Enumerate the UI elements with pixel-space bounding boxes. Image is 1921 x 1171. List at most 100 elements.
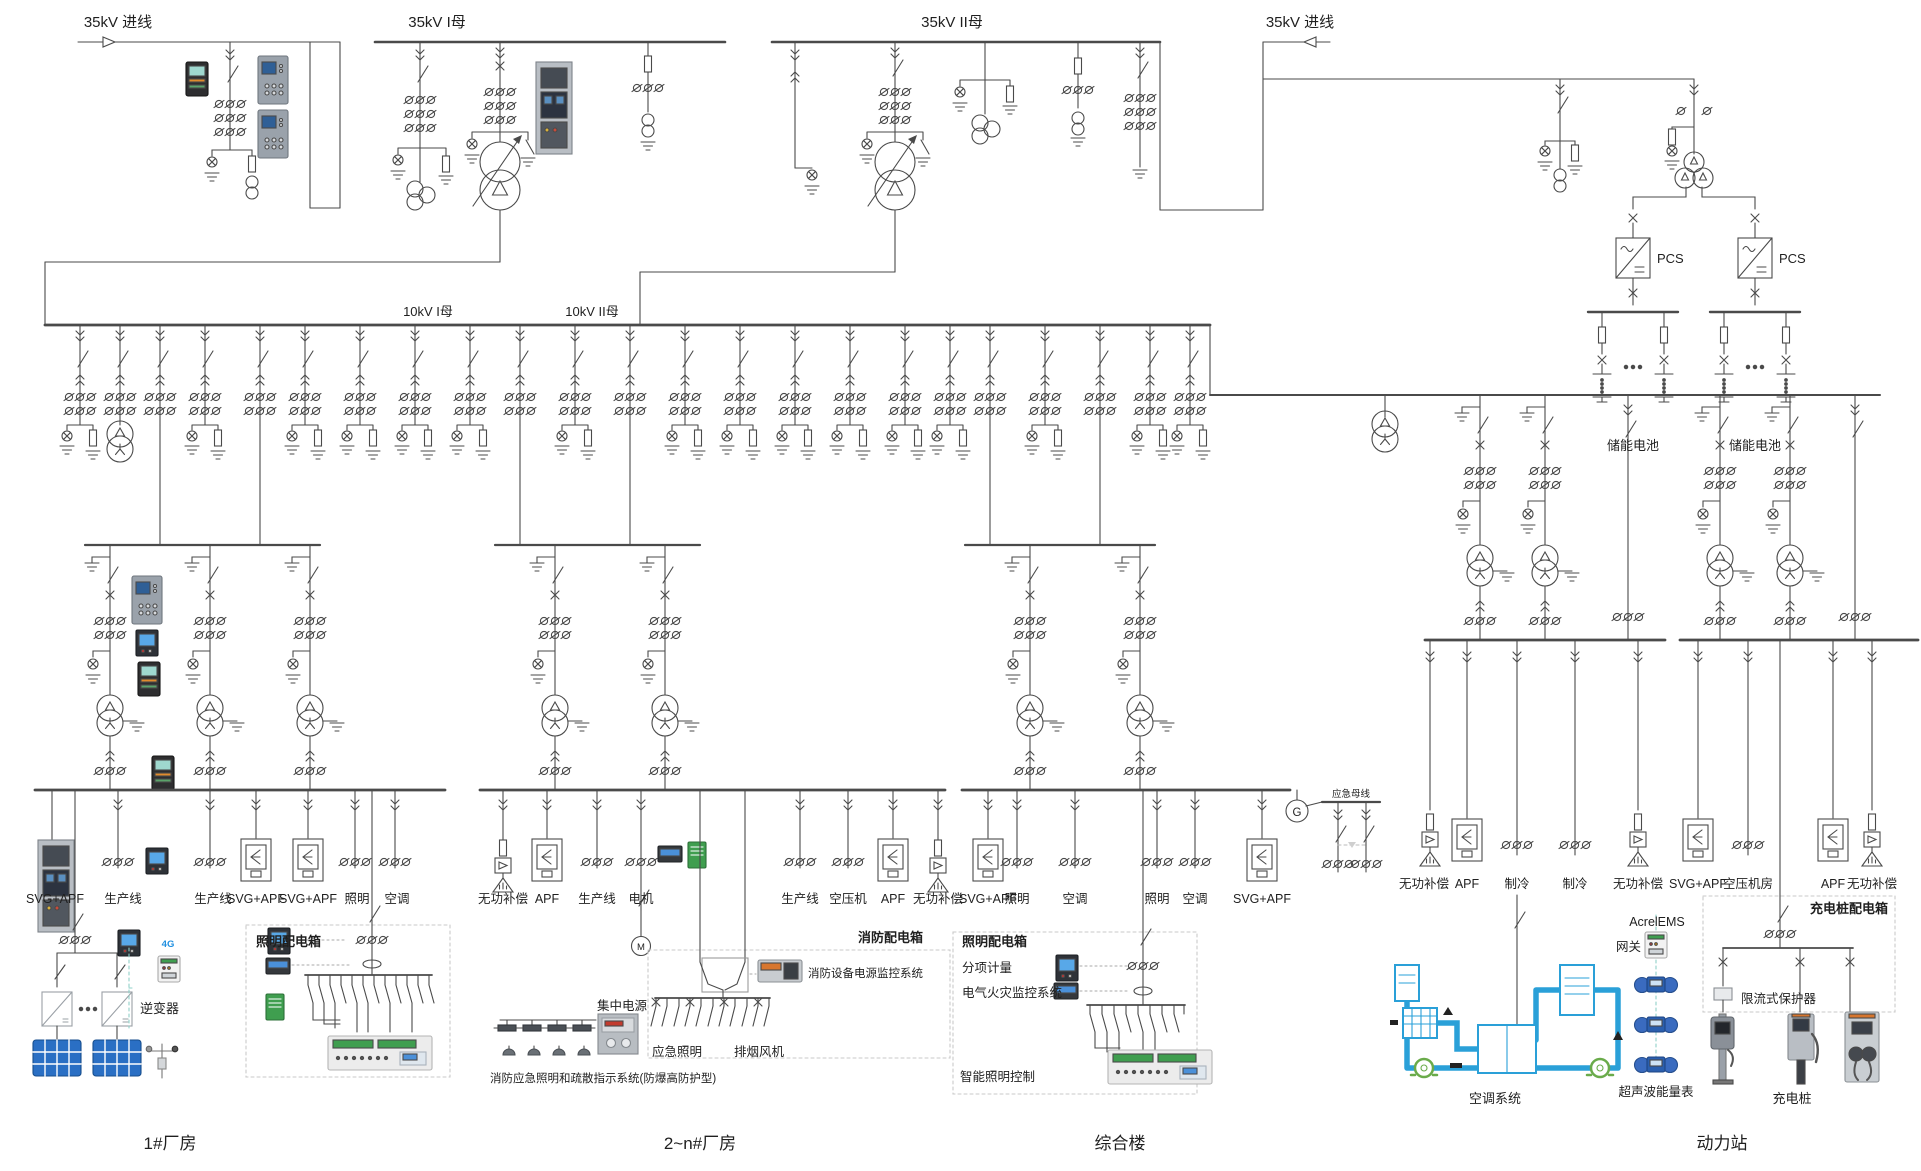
inverter-label: 逆变器 — [140, 1001, 179, 1016]
feeder-label: SVG+APF — [1669, 877, 1727, 891]
emergency-lighting-label: 应急照明 — [652, 1044, 702, 1059]
apf-module-icon — [531, 838, 563, 882]
incoming-line-right — [1159, 36, 1331, 211]
transformer-bay — [530, 545, 589, 790]
fire-monitor-label: 消防设备电源监控系统 — [808, 966, 923, 980]
transformer-bay — [640, 545, 699, 790]
svg-apf-module-icon — [292, 838, 324, 882]
emergency-light-icon — [493, 1019, 521, 1032]
feeder-label: 无功补偿 — [1613, 876, 1663, 891]
svg-apf-module-icon — [972, 838, 1004, 882]
ev-charger-photo — [1786, 1012, 1819, 1086]
bus-riser — [790, 41, 820, 195]
4g-label: 4G — [162, 939, 175, 950]
eps-label: 集中电源 — [597, 998, 648, 1013]
multifunction-meter-photo — [135, 629, 159, 657]
plant1-lighting-box-title: 照明配电箱 — [256, 934, 321, 949]
apf-module-icon — [1817, 818, 1849, 862]
bus-35kv-2-label: 35kV II母 — [921, 14, 983, 31]
ems-label: AcrelEMS — [1629, 915, 1685, 929]
voltage-metering-bay — [1062, 41, 1094, 147]
transformer-bay — [1695, 395, 1754, 640]
lighting-branches — [1089, 1004, 1185, 1053]
main-transformer-bay-2 — [859, 41, 931, 273]
current-limiter-device — [1713, 987, 1733, 1001]
feeder-label: APF — [881, 892, 906, 906]
bus-35kv-1 — [373, 40, 727, 263]
solar-panel-icon — [32, 1039, 82, 1077]
ev-charger-photo — [1844, 1011, 1880, 1083]
pt-bay — [952, 41, 1018, 145]
hvac-system — [1390, 964, 1623, 1079]
incoming-right-label: 35kV 进线 — [1266, 14, 1334, 31]
labels: 35kV 进线 35kV I母 35kV II母 35kV 进线 10kV I母… — [26, 14, 1897, 1153]
bus-10kv-2-label: 10kV II母 — [565, 304, 618, 319]
transformer-bay — [1005, 545, 1064, 790]
electrical-fire-label: 电气火灾监控系统 — [962, 985, 1062, 1000]
feeder-label: 空压机 — [829, 892, 867, 906]
exit-sign-icon — [502, 1045, 516, 1056]
feeder-label: 空压机房 — [1723, 876, 1773, 891]
feeder-label: 照明 — [1004, 892, 1029, 906]
current-limiter-label: 限流式保护器 — [1741, 992, 1817, 1006]
plant2-emergency-lighting — [493, 1013, 639, 1056]
feeder-label: 制冷 — [1562, 877, 1587, 891]
charger-distribution-box — [1702, 639, 1896, 1013]
charger-box-title: 充电桩配电箱 — [1810, 901, 1888, 916]
feeder-label: 生产线 — [194, 892, 232, 906]
svg-apf-module-icon — [240, 838, 272, 882]
transformer-bay — [285, 545, 344, 790]
protection-relay-photo — [131, 575, 163, 625]
feeder-label: 无功补偿 — [478, 891, 528, 906]
generator-and-emergency-bus — [1285, 789, 1382, 873]
pcs-converter-icon — [1615, 237, 1651, 279]
lighting-plc-photo — [265, 993, 285, 1021]
section-power-station — [1390, 394, 1920, 1086]
capacitor-bank-icon — [492, 857, 514, 893]
bus-10kv — [43, 261, 1881, 396]
section-name-plant2: 2~n#厂房 — [664, 1134, 736, 1153]
main-transformer-bay-1 — [464, 41, 536, 263]
fire-power-monitor-photo — [757, 959, 803, 983]
submeter-photo — [1055, 954, 1079, 982]
solar-panel-icon — [92, 1039, 142, 1077]
pcs1-label: PCS — [1657, 251, 1684, 266]
schematic-lines — [32, 36, 1920, 1095]
grounding-transformer-icon — [1371, 410, 1399, 453]
hvac-label: 空调系统 — [1469, 1091, 1521, 1106]
battery1-label: 储能电池 — [1607, 438, 1659, 453]
generator-letter: G — [1293, 807, 1302, 819]
feeder-label: 照明 — [344, 892, 369, 906]
exit-sign-icon — [577, 1045, 591, 1056]
feeder-label: SVG+APF — [26, 892, 84, 906]
section-name-power-station: 动力站 — [1697, 1134, 1748, 1153]
svg-apf-module-icon — [1682, 818, 1714, 862]
feeder-label: 无功补偿 — [1399, 876, 1449, 891]
three-winding-transformer-icon — [1674, 151, 1714, 189]
plant1-lighting-box — [245, 789, 451, 1078]
water-pump-icon — [1585, 1057, 1615, 1079]
capacitor-bank-icon — [1627, 831, 1649, 867]
feeder-label: SVG+APF — [959, 892, 1017, 906]
feeder-label: 无功补偿 — [913, 891, 963, 906]
motor-feeder — [625, 790, 657, 957]
apf-module-icon — [877, 838, 909, 882]
bus-10kv-1-label: 10kV I母 — [403, 304, 453, 319]
incoming-line-left — [77, 36, 341, 209]
transformer-bay — [185, 545, 244, 790]
svg-apf-module-icon — [1246, 838, 1278, 882]
apf-module-icon — [1451, 818, 1483, 862]
generator-icon — [1285, 799, 1309, 823]
feeder-label: 空调 — [1182, 892, 1207, 906]
ultrasonic-meter-icon — [1633, 1016, 1679, 1034]
exit-sign-icon — [527, 1045, 541, 1056]
incoming-metering-bay — [204, 41, 259, 200]
pv-branch — [32, 789, 181, 1079]
complex-lighting-box — [952, 789, 1213, 1095]
ev-charger-photo — [1710, 1013, 1735, 1085]
din-lighting-controller-photo — [327, 1035, 433, 1071]
emergency-bus-label: 应急母线 — [1332, 788, 1371, 800]
feeder-label: SVG+APF — [279, 892, 337, 906]
feeder-label: 空调 — [384, 892, 409, 906]
